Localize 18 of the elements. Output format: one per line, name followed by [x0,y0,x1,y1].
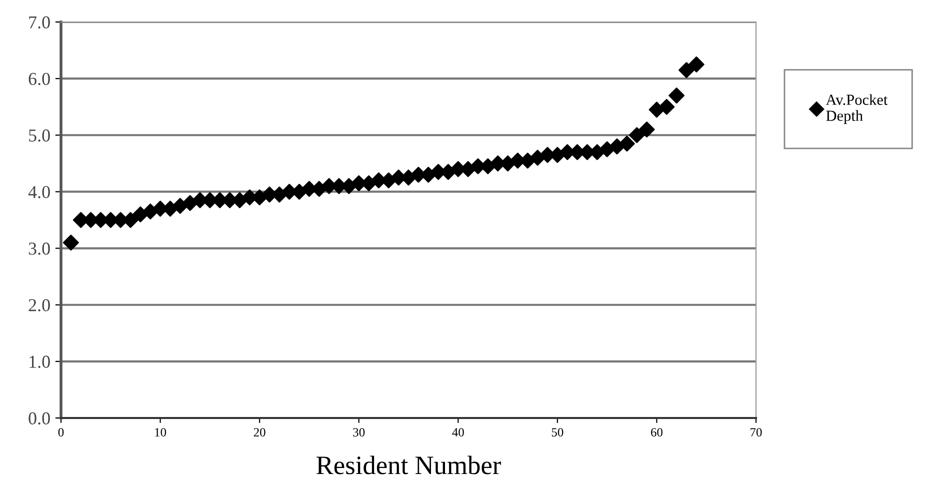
x-tick-label: 40 [452,428,464,437]
y-tick-label: 3.0 [28,242,50,255]
y-tick-label: 0.0 [28,412,50,425]
x-tick-label: 0 [58,428,64,437]
y-tick-label: 5.0 [29,129,50,142]
x-tick-label: 30 [353,428,365,437]
y-tick-label: 6.0 [28,72,50,86]
x-tick-label: 50 [552,428,564,437]
y-tick-label: 2.0 [28,299,50,312]
x-tick-label: 60 [651,428,662,437]
x-tick-label: 10 [155,428,166,437]
x-tick-label: 20 [254,428,266,437]
legend-label: Av.Pocket Depth [826,94,888,124]
y-tick-label: 7.0 [29,16,50,29]
x-axis-title: Resident Number [316,456,501,474]
y-tick-label: 4.0 [28,186,50,198]
y-tick-label: 1.0 [30,356,50,368]
x-tick-label: 70 [750,428,762,437]
